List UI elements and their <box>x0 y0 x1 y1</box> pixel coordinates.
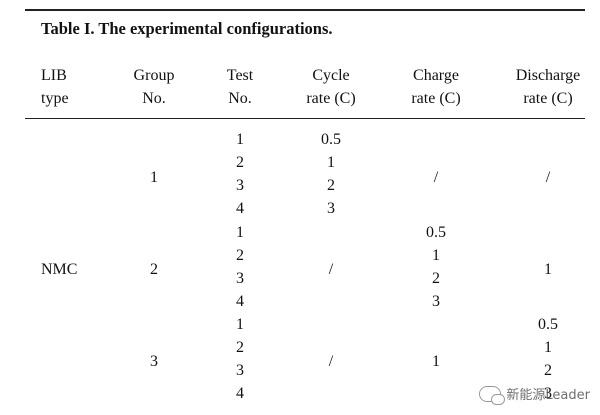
group-2-discharge-rate: 1 <box>544 261 552 278</box>
group-2-charge-rate-3: 2 <box>432 270 440 287</box>
group-2-test-3: 3 <box>236 270 244 287</box>
group-2-test-2: 2 <box>236 247 244 264</box>
group-2-charge-rate-1: 0.5 <box>426 224 446 241</box>
group-2-charge-rate-4: 3 <box>432 293 440 310</box>
group-3-test-4: 4 <box>236 385 244 402</box>
watermark-text: 新能源Leader <box>506 388 590 403</box>
table-caption: Table I. The experimental configurations… <box>41 19 333 38</box>
group-3-cycle-rate: / <box>328 353 334 370</box>
group-1-cycle-rate-2: 1 <box>327 154 335 171</box>
header-cycle-rate: Cycle rate (C) <box>306 67 356 107</box>
group-2-cell: 2 <box>150 261 158 278</box>
group-1-test-2: 2 <box>236 154 244 171</box>
group-3-test-1: 1 <box>236 316 244 333</box>
watermark: 新能源Leader <box>479 384 590 405</box>
group-1-cycle-rate-1: 0.5 <box>321 131 341 148</box>
group-3-test-2: 2 <box>236 339 244 356</box>
group-3-discharge-rate-1: 0.5 <box>538 316 558 333</box>
header-group-no: Group No. <box>133 67 175 107</box>
group-3-cell: 3 <box>150 353 158 370</box>
header-rule <box>25 118 585 119</box>
group-2-charge-rate-2: 1 <box>432 247 440 264</box>
group-1-cycle-rate-3: 2 <box>327 177 335 194</box>
group-1-test-3: 3 <box>236 177 244 194</box>
group-1-cell: 1 <box>150 169 158 186</box>
group-3-charge-rate: 1 <box>432 353 440 370</box>
group-2-test-1: 1 <box>236 224 244 241</box>
header-lib-type: LIB type <box>41 67 69 107</box>
header-charge-rate: Charge rate (C) <box>411 67 461 107</box>
group-1-cycle-rate-4: 3 <box>327 200 335 217</box>
wechat-icon <box>479 385 506 405</box>
group-3-test-3: 3 <box>236 362 244 379</box>
group-1-test-4: 4 <box>236 200 244 217</box>
group-1-charge-rate: / <box>433 169 439 186</box>
group-2-cycle-rate: / <box>328 261 334 278</box>
group-3-discharge-rate-2: 1 <box>544 339 552 356</box>
group-3-discharge-rate-3: 2 <box>544 362 552 379</box>
group-2-test-4: 4 <box>236 293 244 310</box>
group-3-discharge-rate-4: 3 <box>544 385 552 402</box>
lib-type-cell: NMC <box>41 261 78 278</box>
group-1-discharge-rate: / <box>545 169 551 186</box>
top-rule <box>25 9 585 11</box>
header-test-no: Test No. <box>226 67 254 107</box>
header-discharge-rate: Discharge rate (C) <box>515 67 581 107</box>
group-1-test-1: 1 <box>236 131 244 148</box>
